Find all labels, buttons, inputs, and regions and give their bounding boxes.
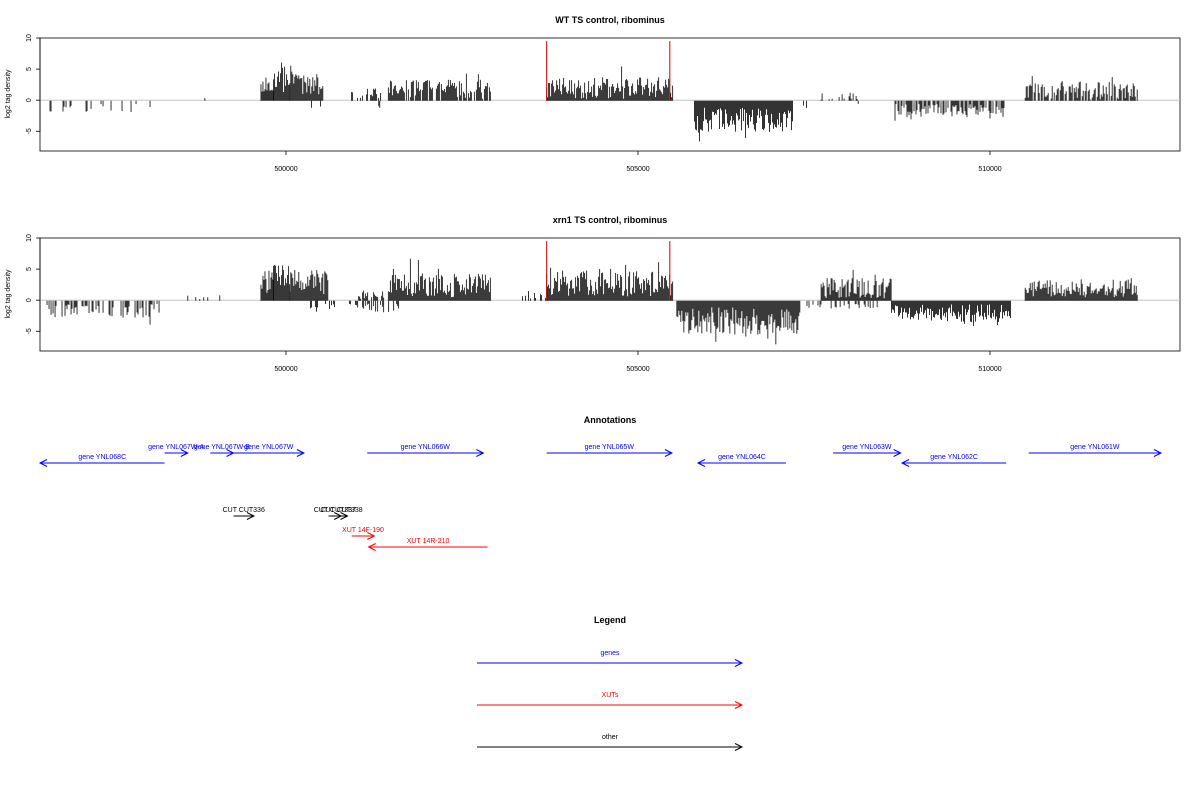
legend-label: XUTs	[602, 692, 619, 699]
y-tick-label: 0	[26, 298, 33, 302]
feature-gene-ynl063w[interactable]: gene YNL063W	[833, 444, 902, 457]
arrowhead-icon	[734, 701, 744, 709]
arrowhead-icon	[340, 512, 349, 520]
feature-label: gene YNL063W	[842, 444, 892, 451]
feature-label: gene YNL062C	[930, 454, 978, 461]
feature-label: gene YNL067W-B	[194, 444, 250, 451]
panel-xrn1: xrn1 TS control, ribominus log2 tag dens…	[5, 215, 1181, 373]
y-tick-label: 5	[26, 67, 33, 71]
legend-label: genes	[600, 650, 620, 657]
arrowhead-icon	[38, 459, 48, 467]
arrowhead-icon	[246, 512, 256, 520]
feature-xut-14r-210[interactable]: XUT 14R-210	[367, 538, 488, 551]
feature-cut-cut336[interactable]: CUT CUT336	[223, 507, 265, 520]
panel-wt: WT TS control, ribominus log2 tag densit…	[5, 15, 1181, 173]
feature-label: gene YNL067W-A	[148, 444, 204, 451]
arrowhead-icon	[367, 532, 376, 540]
y-axis-label: log2 tag density	[5, 69, 12, 119]
feature-label: XUT 14F-190	[342, 527, 384, 534]
x-tick-label: 500000	[274, 166, 297, 173]
y-tick-label: 0	[26, 98, 33, 102]
legend-item-genes: genes	[477, 650, 744, 667]
data-bars	[49, 41, 1138, 142]
feature-gene-ynl064c[interactable]: gene YNL064C	[696, 454, 786, 467]
feature-label: CUT CUT337	[314, 507, 356, 514]
panel-title: WT TS control, ribominus	[555, 15, 665, 25]
y-tick-label: 10	[26, 234, 33, 242]
feature-label: gene YNL065W	[585, 444, 635, 451]
feature-gene-ynl066w[interactable]: gene YNL066W	[367, 444, 485, 457]
arrowhead-icon	[734, 743, 744, 751]
feature-label: CUT CUT336	[223, 507, 265, 514]
arrowhead-icon	[664, 449, 674, 457]
feature-gene-ynl065w[interactable]: gene YNL065W	[546, 444, 674, 457]
feature-gene-ynl061w[interactable]: gene YNL061W	[1028, 444, 1163, 457]
x-tick-label: 505000	[626, 166, 649, 173]
arrowhead-icon	[734, 659, 744, 667]
arrowhead-icon	[1153, 449, 1163, 457]
legend-item-xuts: XUTs	[477, 692, 744, 709]
legend-label: other	[602, 734, 619, 741]
feature-label: gene YNL066W	[401, 444, 451, 451]
arrowhead-icon	[367, 543, 376, 551]
feature-gene-ynl067w[interactable]: gene YNL067W	[233, 444, 306, 457]
y-tick-label: -5	[26, 128, 33, 134]
feature-label: gene YNL064C	[718, 454, 766, 461]
x-tick-label: 505000	[626, 366, 649, 373]
feature-gene-ynl062c[interactable]: gene YNL062C	[900, 454, 1007, 467]
feature-gene-ynl067w-b[interactable]: gene YNL067W-B	[194, 444, 250, 457]
feature-label: gene YNL061W	[1070, 444, 1120, 451]
feature-gene-ynl067w-a[interactable]: gene YNL067W-A	[148, 444, 205, 457]
y-axis-label: log2 tag density	[5, 269, 12, 319]
feature-label: CUT CUT338	[320, 507, 362, 514]
x-tick-label: 510000	[978, 166, 1001, 173]
legend-title: Legend	[594, 615, 626, 625]
panel-title: xrn1 TS control, ribominus	[553, 215, 668, 225]
arrowhead-icon	[696, 459, 706, 467]
x-tick-label: 510000	[978, 366, 1001, 373]
legend-item-other: other	[477, 734, 744, 751]
x-tick-label: 500000	[274, 366, 297, 373]
feature-cut-cut338[interactable]: CUT CUT338	[320, 507, 363, 520]
feature-gene-ynl068c[interactable]: gene YNL068C	[38, 454, 165, 467]
arrowhead-icon	[900, 459, 910, 467]
feature-label: XUT 14R-210	[407, 538, 450, 545]
y-tick-label: -5	[26, 328, 33, 334]
arrowhead-icon	[180, 449, 189, 457]
feature-label: gene YNL068C	[78, 454, 126, 461]
feature-label: gene YNL067W	[244, 444, 294, 451]
arrowhead-icon	[296, 449, 306, 457]
arrowhead-icon	[893, 449, 902, 457]
annotations-title: Annotations	[584, 415, 637, 425]
y-tick-label: 10	[26, 34, 33, 42]
y-tick-label: 5	[26, 267, 33, 271]
legend: genes XUTs other	[477, 650, 744, 751]
feature-xut-14f-190[interactable]: XUT 14F-190	[342, 527, 384, 540]
data-bars	[46, 241, 1138, 345]
arrowhead-icon	[476, 449, 485, 457]
